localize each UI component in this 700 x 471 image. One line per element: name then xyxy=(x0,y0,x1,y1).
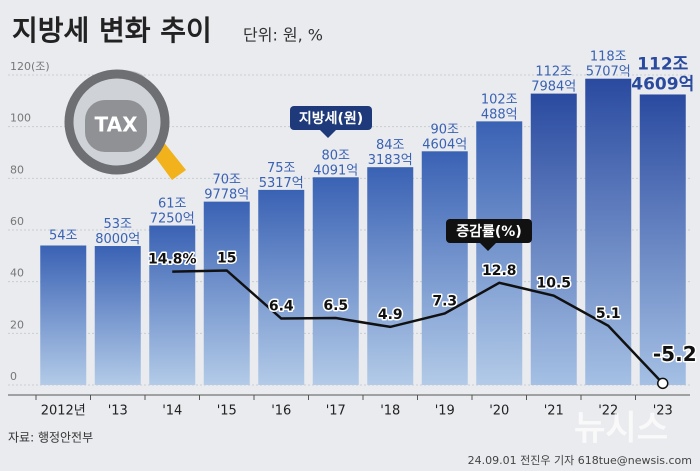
legend-label: 증감률(%) xyxy=(456,223,521,240)
bar xyxy=(312,177,359,385)
credit: 24.09.01 전진우 기자 618tue@newsis.com xyxy=(468,454,692,467)
bar-value-label: 61조 7250억 xyxy=(150,196,195,226)
bar xyxy=(40,245,87,385)
bar-value-label: 102조 488억 xyxy=(481,92,518,122)
legend-pointer xyxy=(480,243,496,251)
x-tick-label: 2012년 xyxy=(41,404,86,419)
bar xyxy=(585,78,632,386)
legend-pointer xyxy=(320,130,336,138)
x-tick-label: '16 xyxy=(271,404,291,419)
growth-point xyxy=(657,377,669,390)
growth-label: 6.4 xyxy=(269,299,294,315)
x-tick-label: '17 xyxy=(326,404,346,419)
bar-value-label: 90조 4604억 xyxy=(422,122,467,152)
y-tick-label: 20 xyxy=(10,318,24,331)
x-tick-label: '21 xyxy=(544,404,564,419)
bar xyxy=(367,167,414,385)
bar xyxy=(149,225,196,385)
bar-value-label: 53조 8000억 xyxy=(95,217,140,247)
x-tick-label: '19 xyxy=(435,404,455,419)
y-tick-label: 40 xyxy=(10,267,24,280)
bar-value-label: 80조 4091억 xyxy=(313,148,358,178)
bar-value-label: 118조 5707억 xyxy=(586,49,631,79)
growth-label: 12.8 xyxy=(482,263,517,279)
chart-subtitle: 단위: 원, % xyxy=(243,26,323,45)
bar xyxy=(530,93,577,386)
growth-label: 6.5 xyxy=(323,298,348,314)
x-tick-label: '13 xyxy=(108,404,128,419)
bar-value-label: 84조 3183억 xyxy=(368,138,413,168)
y-tick-label: 100 xyxy=(10,112,31,125)
x-tick-label: '23 xyxy=(653,404,673,419)
x-tick-label: '20 xyxy=(489,404,509,419)
bar-value-label: 54조 xyxy=(49,228,78,243)
bar xyxy=(94,246,141,385)
growth-label: 4.9 xyxy=(378,307,403,323)
bar xyxy=(258,189,305,385)
plot-area: 0 20 40 60 80 100 120(조) 54조 2012년 53조 8000억 '13 61조… xyxy=(8,49,698,419)
growth-label: 14.8% xyxy=(148,252,197,268)
legend-line-tag: 증감률(%) xyxy=(446,219,532,251)
legend-box xyxy=(446,219,532,243)
y-tick-label: 120(조) xyxy=(10,60,50,73)
growth-line xyxy=(172,269,664,385)
y-tick-label: 60 xyxy=(10,215,24,228)
growth-label: 5.1 xyxy=(596,306,621,322)
legend-bar-tag: 지방세(원) xyxy=(290,106,372,138)
x-tick-label: '18 xyxy=(380,404,400,419)
legend-label: 지방세(원) xyxy=(299,110,363,127)
y-tick-label: 0 xyxy=(10,370,17,383)
growth-label: -5.2 xyxy=(653,342,697,366)
bar xyxy=(421,151,468,385)
x-tick-label: '14 xyxy=(162,404,182,419)
bar-value-label: 112조 7984억 xyxy=(531,64,576,94)
x-tick-label: '22 xyxy=(598,404,618,419)
source: 자료: 행정안전부 xyxy=(8,430,93,445)
growth-label: 15 xyxy=(217,250,236,266)
tax-icon: TAX xyxy=(64,69,186,180)
growth-label: 10.5 xyxy=(536,276,571,292)
bar xyxy=(476,121,523,385)
bar xyxy=(203,201,250,385)
icon-text: TAX xyxy=(95,113,139,137)
legend-box xyxy=(290,106,372,130)
tax-bag xyxy=(85,100,147,152)
bar-value-label: 75조 5317억 xyxy=(259,160,304,190)
x-tick-label: '15 xyxy=(217,404,237,419)
chart-title: 지방세 변화 추이 xyxy=(12,14,212,47)
y-tick-label: 80 xyxy=(10,163,24,176)
bar-value-label: 70조 9778억 xyxy=(204,172,249,202)
bar-value-label: 112조 4609억 xyxy=(631,54,694,94)
watermark: 뉴시스 xyxy=(574,409,668,449)
bar xyxy=(639,94,686,385)
growth-label: 7.3 xyxy=(432,294,457,310)
